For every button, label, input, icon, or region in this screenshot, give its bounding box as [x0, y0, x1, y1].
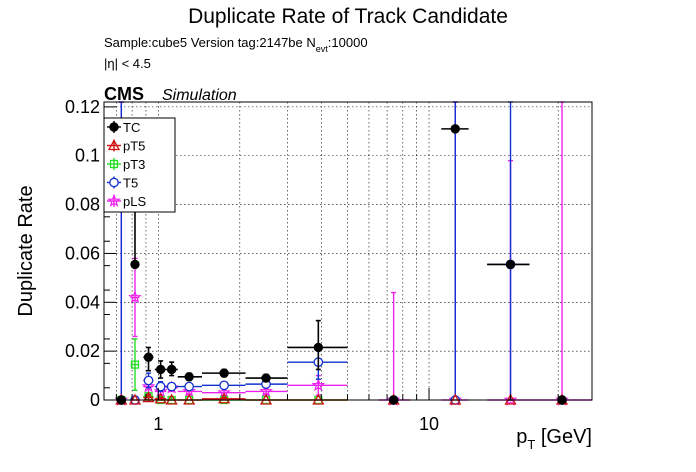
data-point: [130, 259, 140, 270]
x-axis-label-main: p: [516, 426, 527, 448]
legend-box: [103, 117, 176, 213]
series-t5: [116, 101, 567, 405]
data-point: [166, 381, 177, 392]
legend-label: T5: [123, 176, 138, 191]
data-point: [130, 360, 140, 369]
grid: [104, 102, 593, 400]
legend-label: pLS: [123, 194, 146, 209]
sample-info: Sample:cube5 Version tag:2147be Nevt:100…: [104, 35, 368, 54]
legend-label: TC: [123, 120, 140, 135]
legend-label: pT5: [123, 139, 145, 154]
simulation-label: Simulation: [162, 87, 237, 104]
y-axis-label: Duplicate Rate: [15, 185, 37, 316]
data-point: [218, 392, 231, 404]
data-point: [313, 342, 324, 353]
y-tick-label: 0: [90, 390, 100, 410]
axis-ticks: 0 0.02 0.04 0.06 0.08 0.1 0.12 1 10: [65, 97, 593, 434]
data-point: [219, 368, 229, 378]
legend-entries: TC pT5 pT3 T5 pLS: [107, 120, 146, 209]
y-tick-label: 0.06: [65, 243, 100, 263]
data-point: [219, 380, 229, 391]
y-tick-label: 0.1: [75, 146, 100, 166]
data-point: [450, 124, 460, 134]
y-tick-label: 0.02: [65, 341, 100, 361]
data-point: [155, 364, 166, 375]
series-tc: [116, 124, 567, 405]
series-pt3: [116, 338, 348, 405]
legend-marker: [107, 193, 121, 207]
data-point: [184, 372, 194, 382]
data-point: [143, 375, 154, 386]
series-pt5: [115, 391, 569, 405]
data-point: [261, 373, 271, 383]
x-tick-label: 10: [419, 414, 439, 434]
plot-frame: [103, 101, 593, 401]
sample-info-prefix: Sample:cube5 Version tag:2147be N: [104, 35, 316, 50]
y-tick-label: 0.04: [65, 292, 100, 312]
data-point: [503, 392, 518, 406]
x-axis-label-unit: [GeV]: [535, 426, 592, 448]
x-axis-label-subscript: T: [527, 437, 535, 452]
chart-title: Duplicate Rate of Track Candidate: [188, 5, 508, 28]
eta-cut-label: |η| < 4.5: [104, 56, 151, 71]
x-tick-label: 1: [153, 414, 163, 434]
sample-info-subscript: evt: [316, 44, 329, 54]
data-point: [166, 364, 177, 375]
data-point: [184, 381, 195, 392]
x-axis-label: pT [GeV]: [516, 426, 592, 452]
data-point: [128, 290, 142, 304]
legend: TC pT5 pT3 T5 pLS: [103, 117, 176, 213]
data-point: [505, 259, 516, 270]
y-tick-label: 0.12: [65, 97, 100, 117]
legend-marker: [107, 139, 121, 151]
data-point: [141, 379, 156, 393]
cms-label: CMS: [104, 84, 144, 104]
legend-marker: [109, 122, 119, 132]
sample-info-suffix: :10000: [328, 35, 368, 50]
data-point: [155, 381, 166, 392]
legend-marker: [109, 177, 119, 188]
legend-marker: [109, 159, 119, 169]
data-point: [311, 378, 326, 392]
legend-label: pT3: [123, 157, 145, 172]
data-point: [143, 352, 154, 362]
y-tick-label: 0.08: [65, 195, 100, 215]
